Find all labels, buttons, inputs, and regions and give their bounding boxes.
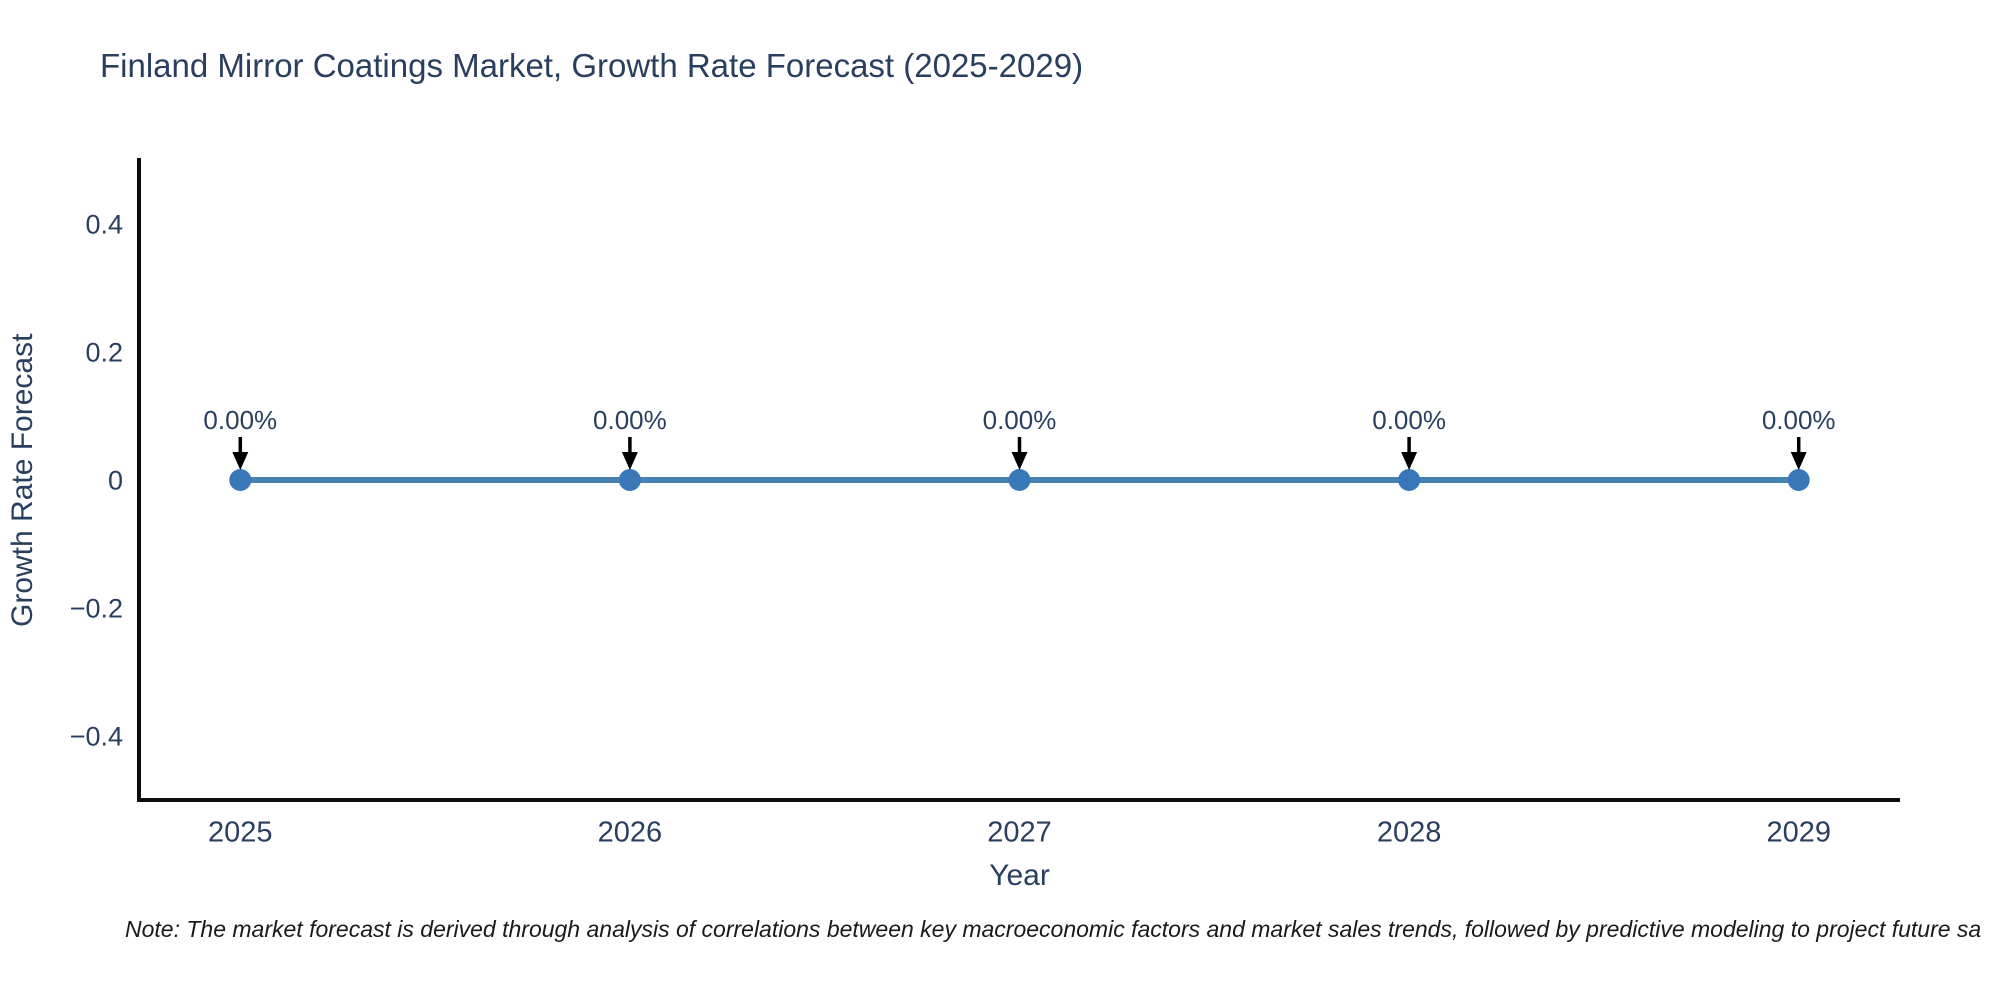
- x-tick-label: 2029: [1766, 816, 1831, 848]
- y-tick-label: 0.4: [85, 209, 123, 239]
- annotation-label: 0.00%: [1372, 405, 1446, 435]
- annotation-arrowhead: [232, 452, 249, 470]
- y-tick-label: 0: [108, 465, 123, 495]
- x-tick-label: 2028: [1377, 816, 1442, 848]
- footnote: Note: The market forecast is derived thr…: [125, 916, 1982, 942]
- y-tick-label: −0.2: [70, 593, 123, 623]
- chart-title: Finland Mirror Coatings Market, Growth R…: [100, 47, 1084, 84]
- data-point-marker: [229, 469, 252, 491]
- annotation-label: 0.00%: [593, 405, 667, 435]
- y-tick-label: 0.2: [85, 337, 123, 367]
- data-point-marker: [1787, 469, 1810, 491]
- annotation-arrowhead: [1790, 452, 1807, 470]
- x-tick-label: 2025: [208, 816, 273, 848]
- data-point-marker: [1398, 469, 1421, 491]
- annotation-label: 0.00%: [1762, 405, 1836, 435]
- data-point-marker: [618, 469, 641, 491]
- y-tick-label: −0.4: [70, 721, 123, 751]
- data-point-marker: [1008, 469, 1031, 491]
- x-tick-label: 2026: [598, 816, 663, 848]
- annotation-label: 0.00%: [983, 405, 1057, 435]
- annotation-arrowhead: [1011, 452, 1028, 470]
- x-tick-label: 2027: [987, 816, 1052, 848]
- annotation-arrowhead: [1401, 452, 1418, 470]
- annotation-label: 0.00%: [203, 405, 277, 435]
- x-axis-title: Year: [989, 859, 1050, 892]
- annotation-arrowhead: [621, 452, 638, 470]
- y-axis-title: Growth Rate Forecast: [6, 333, 39, 627]
